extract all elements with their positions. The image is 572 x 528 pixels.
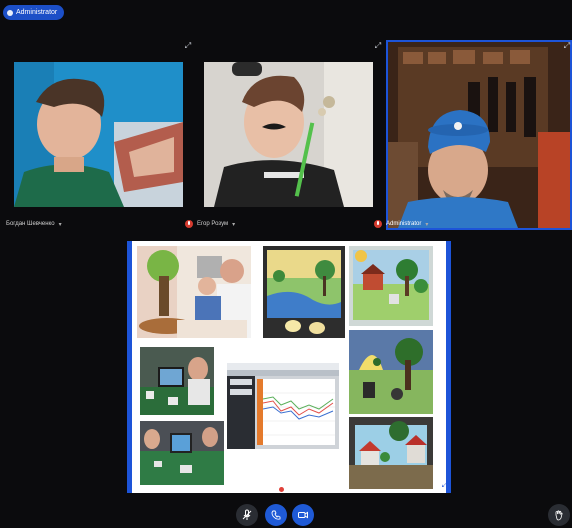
- participant-1-name-row: Богдан Шевченко ▾: [6, 218, 62, 230]
- participant-2-name: Егор Розум: [197, 221, 229, 227]
- share-photo-tablet-class: [140, 347, 214, 415]
- raise-hand-icon: [555, 510, 563, 521]
- camera-toggle-button[interactable]: [292, 504, 314, 526]
- participant-2-name-row: Егор Розум ▾: [185, 218, 235, 230]
- participant-3-video-frame: [388, 42, 570, 228]
- admin-badge-label: Administrator: [16, 9, 58, 16]
- chevron-down-icon[interactable]: ▾: [232, 221, 236, 228]
- camera-icon: [298, 511, 308, 519]
- screen-share[interactable]: ⤢: [127, 241, 451, 493]
- call-controls: [0, 504, 572, 528]
- share-photo-model-houses: [349, 417, 433, 489]
- participant-3-name-row: Administrator ▾: [374, 218, 428, 230]
- participant-2-video-frame: [204, 62, 373, 207]
- expand-icon[interactable]: ⤢: [563, 41, 571, 50]
- share-screenshot-graph-software: [227, 363, 339, 449]
- mic-muted-icon: [185, 220, 193, 228]
- participant-video-2[interactable]: [204, 62, 373, 207]
- mic-muted-icon: [374, 220, 382, 228]
- expand-icon[interactable]: ⤢: [374, 41, 382, 50]
- participant-1-video-frame: [14, 62, 183, 207]
- admin-badge[interactable]: Administrator: [3, 5, 65, 20]
- pointer-dot: [279, 487, 284, 492]
- participant-video-3[interactable]: [386, 40, 572, 230]
- hangup-button[interactable]: [265, 504, 287, 526]
- phone-icon: [271, 510, 281, 520]
- share-painting-river: [263, 246, 345, 338]
- fullscreen-icon[interactable]: ⤢: [441, 480, 449, 489]
- expand-icon[interactable]: ⤢: [184, 41, 192, 50]
- participant-1-name: Богдан Шевченко: [6, 221, 55, 227]
- mic-off-icon: [242, 509, 252, 520]
- participant-video-1[interactable]: [14, 62, 183, 207]
- raise-hand-button[interactable]: [548, 504, 570, 526]
- share-painting-house: [349, 246, 433, 326]
- share-painting-stump: [349, 330, 433, 414]
- user-icon: [7, 9, 13, 16]
- participant-3-name: Administrator: [386, 221, 422, 227]
- chevron-down-icon[interactable]: ▾: [58, 221, 62, 228]
- chevron-down-icon[interactable]: ▾: [425, 221, 429, 228]
- mic-toggle-button[interactable]: [236, 504, 258, 526]
- share-photo-children-tree: [137, 246, 251, 338]
- share-photo-green-table: [140, 421, 224, 485]
